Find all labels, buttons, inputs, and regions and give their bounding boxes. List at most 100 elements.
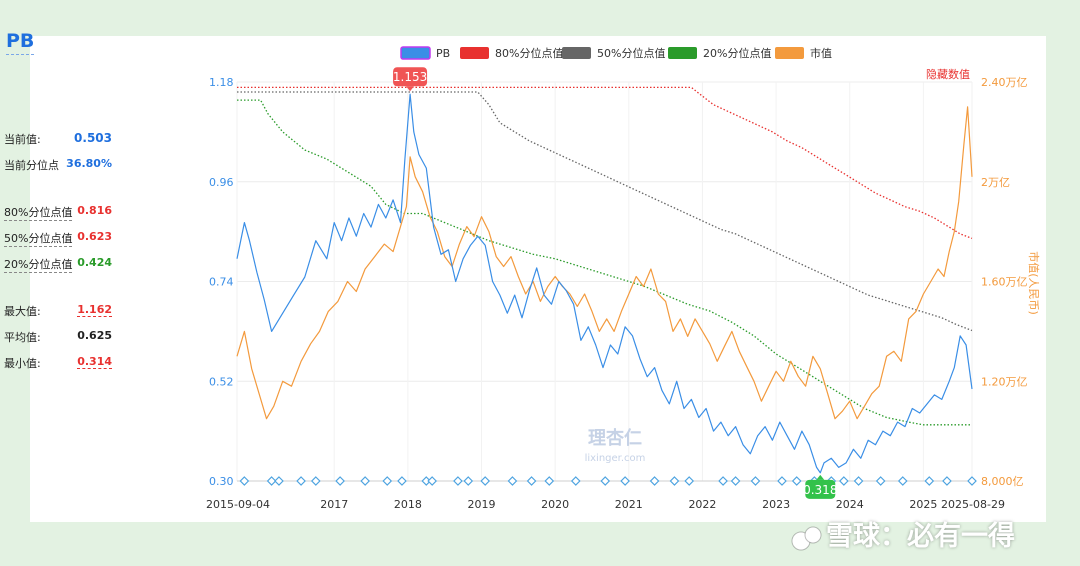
avg-label: 平均值:	[4, 331, 41, 344]
series-line-p80	[237, 86, 973, 240]
chart-panel	[30, 36, 1046, 522]
event-marker-icon	[620, 476, 630, 486]
series-line-p20	[237, 99, 972, 426]
avg-value: 0.625	[77, 329, 112, 342]
event-marker-icon	[570, 476, 581, 486]
lixinger-watermark-en: lixinger.com	[585, 453, 646, 464]
event-marker-icon	[274, 476, 284, 486]
event-marker-icon	[649, 476, 660, 486]
event-marker-icon	[839, 476, 849, 486]
current-percentile-row: 当前分位点 36.80%	[4, 157, 112, 173]
event-marker-icon	[427, 476, 438, 486]
series-line-p50	[237, 91, 973, 332]
p80-value: 0.816	[77, 204, 112, 217]
y-right-tick-label: 2.40万亿	[981, 76, 1028, 89]
x-tick-label: 2025	[909, 498, 937, 511]
xueqiu-watermark: 雪球：必有一得	[790, 514, 1015, 553]
event-marker-icon	[453, 476, 463, 486]
max-row: 最大值: 1.162	[4, 303, 112, 319]
lixinger-watermark-cn: 理杏仁	[588, 427, 642, 449]
event-marker-icon	[296, 476, 306, 486]
lixinger-watermark: 理杏仁 lixinger.com	[585, 427, 646, 464]
max-badge-label: 1.153	[393, 70, 427, 84]
event-marker-icon	[335, 476, 345, 486]
x-tick-label: 2021	[615, 498, 643, 511]
p80-label: 80%分位点值	[4, 206, 73, 221]
y-left-tick-label: 1.18	[209, 76, 234, 89]
legend-swatch	[460, 47, 489, 59]
p20-label: 20%分位点值	[4, 258, 73, 273]
x-tick-label: 2019	[468, 498, 496, 511]
series-line-pb	[236, 93, 973, 474]
event-marker-icon	[730, 476, 741, 486]
p50-value: 0.623	[77, 230, 112, 243]
legend-label: 市值	[810, 46, 832, 60]
legend-label: 80%分位点值	[495, 46, 563, 60]
legend-label: 50%分位点值	[597, 46, 665, 60]
event-marker-icon	[777, 476, 787, 486]
max-label: 最大值:	[4, 305, 41, 318]
min-label: 最小值:	[4, 357, 41, 370]
min-value[interactable]: 0.314	[77, 355, 112, 369]
event-marker-icon	[875, 476, 886, 486]
y-right-axis-title: 市值(人民币)	[1027, 251, 1041, 315]
current-value-label: 当前值:	[4, 133, 41, 146]
event-marker-icon	[544, 476, 555, 486]
y-right-tick-label: 2万亿	[981, 176, 1010, 189]
current-percentile-label: 当前分位点	[4, 159, 59, 172]
max-badge	[393, 67, 428, 87]
event-marker-icon	[266, 476, 277, 486]
current-percentile-value: 36.80%	[66, 157, 112, 170]
p50-row: 50%分位点值 0.623	[4, 230, 112, 247]
min-row: 最小值: 0.314	[4, 355, 112, 371]
axes: 0.30 0.52 0.74 0.96 1.18 8,000亿 1.20万亿 1.60万亿 2万…	[206, 68, 1041, 511]
current-value: 0.503	[74, 131, 112, 145]
xueqiu-watermark-text: 雪球：必有一得	[826, 521, 1015, 552]
event-marker-icon	[463, 476, 474, 486]
min-badge-pointer	[816, 474, 825, 480]
p50-label: 50%分位点值	[4, 232, 73, 247]
event-marker-icon	[853, 476, 864, 486]
y-right-tick-label: 1.60万亿	[981, 276, 1028, 289]
legend-swatch	[400, 46, 431, 60]
x-tick-label: 2020	[541, 498, 569, 511]
legend-swatch	[562, 47, 591, 59]
y-left-tick-label: 0.96	[209, 176, 234, 189]
event-marker-icon	[684, 476, 695, 486]
event-marker-icon	[924, 476, 935, 486]
event-marker-icon	[942, 476, 952, 486]
y-right-tick-label: 1.20万亿	[981, 375, 1028, 388]
event-marker-icon	[526, 476, 537, 486]
avg-row: 平均值: 0.625	[4, 329, 112, 345]
p80-row: 80%分位点值 0.816	[4, 204, 112, 221]
current-value-row: 当前值: 0.503	[4, 131, 112, 147]
max-badge-pointer	[406, 86, 415, 92]
event-marker-icon	[507, 476, 518, 486]
x-tick-label: 2023	[762, 498, 790, 511]
x-tick-label: 2025-08-29	[941, 498, 1005, 511]
series-layer	[236, 86, 973, 474]
x-tick-label: 2022	[688, 498, 716, 511]
series-line-market-cap	[236, 106, 973, 420]
event-marker-icon	[897, 476, 908, 486]
p20-value: 0.424	[77, 256, 112, 269]
min-badge	[805, 479, 836, 499]
event-marker-icon	[750, 476, 761, 486]
snowball-logo-icon	[791, 526, 822, 550]
min-badge-label: 0.318	[803, 483, 837, 497]
event-marker-icon	[397, 476, 407, 486]
x-tick-label: 2015-09-04	[206, 498, 270, 511]
x-tick-label: 2017	[320, 498, 348, 511]
hide-values-toggle[interactable]: 隐藏数值	[926, 68, 970, 81]
indicator-title[interactable]: PB	[6, 30, 35, 55]
y-left-tick-label: 0.52	[209, 375, 234, 388]
event-marker-icon	[480, 476, 491, 486]
legend-label: PB	[436, 47, 450, 60]
max-value[interactable]: 1.162	[77, 303, 112, 317]
event-marker-icon	[669, 476, 680, 486]
x-tick-label: 2024	[836, 498, 864, 511]
legend: PB 80%分位点值 50%分位点值 20%分位点值 市值	[400, 46, 832, 60]
legend-label: 20%分位点值	[703, 46, 771, 60]
event-marker-icon	[310, 476, 321, 486]
